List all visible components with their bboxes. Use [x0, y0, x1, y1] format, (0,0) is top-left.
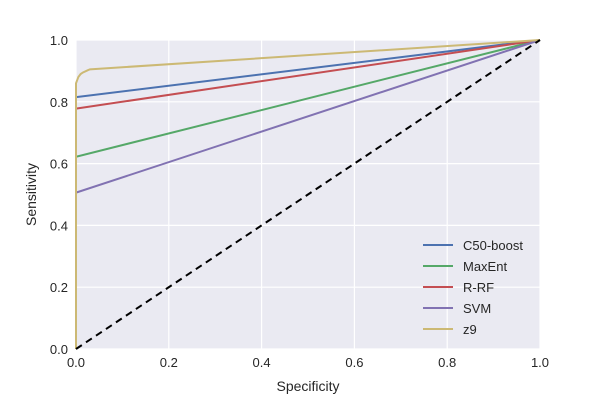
legend-label: z9	[463, 322, 477, 337]
x-tick-label: 0.4	[253, 355, 271, 370]
legend-label: C50-boost	[463, 238, 523, 253]
y-tick-label: 1.0	[50, 33, 68, 48]
y-tick-label: 0.8	[50, 95, 68, 110]
series-lines	[75, 39, 541, 350]
grid	[75, 39, 541, 350]
x-tick-label: 0.6	[345, 355, 363, 370]
legend-label: R-RF	[463, 280, 494, 295]
legend-label: SVM	[463, 301, 491, 316]
y-tick-label: 0.4	[50, 218, 68, 233]
legend-label: MaxEnt	[463, 259, 507, 274]
y-tick-label: 0.0	[50, 342, 68, 357]
y-tick-label: 0.6	[50, 157, 68, 172]
x-axis-label: Specificity	[276, 378, 339, 394]
y-tick-label: 0.2	[50, 280, 68, 295]
x-tick-label: 0.8	[438, 355, 456, 370]
series-line-z9	[75, 39, 541, 349]
y-axis-label: Sensitivity	[23, 163, 39, 226]
tick-labels: 0.0 0.2 0.4 0.6 0.8 1.0 0.0 0.2 0.4 0.6 0.8 1.0	[50, 33, 549, 370]
x-tick-label: 1.0	[531, 355, 549, 370]
x-tick-label: 0.0	[67, 355, 85, 370]
chance-diagonal-line	[75, 39, 541, 350]
x-tick-label: 0.2	[160, 355, 178, 370]
legend: C50-boost MaxEnt R-RF SVM z9	[423, 238, 523, 337]
